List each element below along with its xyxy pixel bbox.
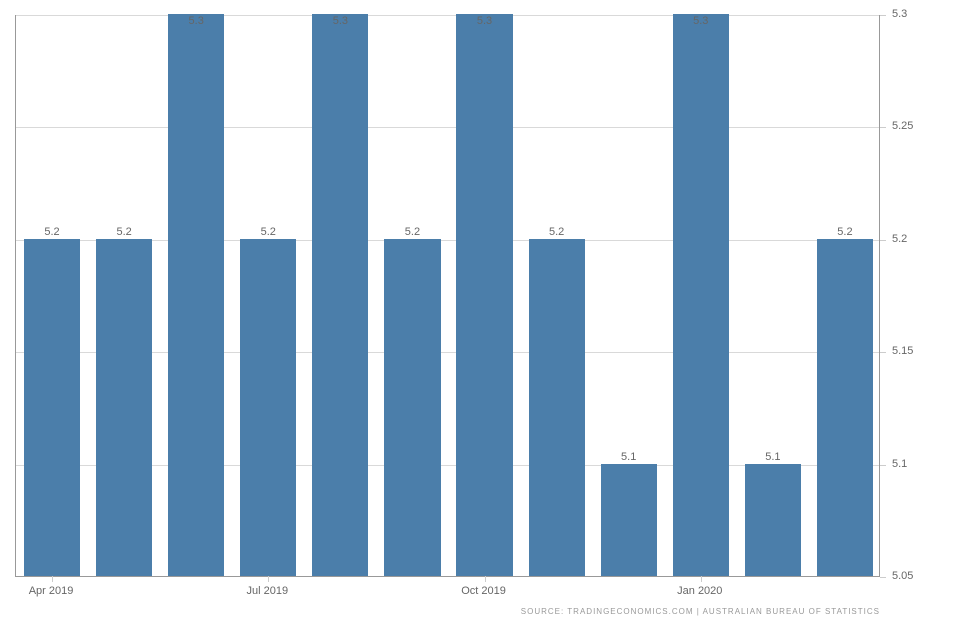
bar-value-label: 5.2 [116,226,131,238]
bar-value-label: 5.3 [693,15,708,27]
y-tick-label: 5.2 [892,233,907,245]
x-tick [701,576,702,582]
bar-value-label: 5.3 [477,15,492,27]
y-tick [880,15,886,16]
bar [384,239,440,576]
x-tick-label: Jul 2019 [246,585,288,597]
bar-value-label: 5.3 [333,15,348,27]
bar [673,14,729,576]
bar [529,239,585,576]
y-tick-label: 5.1 [892,458,907,470]
bar [745,464,801,576]
y-tick-label: 5.05 [892,570,913,582]
bar-value-label: 5.2 [261,226,276,238]
bar [24,239,80,576]
bar [96,239,152,576]
gridline [16,127,879,128]
bar-value-label: 5.2 [837,226,852,238]
y-tick [880,352,886,353]
bar-value-label: 5.2 [405,226,420,238]
y-tick [880,465,886,466]
y-tick-label: 5.15 [892,345,913,357]
x-tick-label: Oct 2019 [461,585,506,597]
x-tick [268,576,269,582]
y-tick [880,240,886,241]
plot-area: 5.2 5.2 5.3 5.2 5.3 5.2 5.3 5.2 5.1 5.3 5.1 5.2 [15,15,880,577]
x-tick-label: Apr 2019 [29,585,74,597]
y-tick-label: 5.25 [892,120,913,132]
y-tick [880,127,886,128]
bar-value-label: 5.2 [44,226,59,238]
x-tick [485,576,486,582]
x-tick [52,576,53,582]
bar-value-label: 5.3 [189,15,204,27]
gridline [16,15,879,16]
chart-container: 5.2 5.2 5.3 5.2 5.3 5.2 5.3 5.2 5.1 5.3 5.1 5.2 SOU… [15,15,939,621]
bar-value-label: 5.2 [549,226,564,238]
bar [817,239,873,576]
x-tick-label: Jan 2020 [677,585,722,597]
bar-value-label: 5.1 [621,451,636,463]
bar-value-label: 5.1 [765,451,780,463]
y-tick [880,577,886,578]
bar [601,464,657,576]
source-attribution: SOURCE: TRADINGECONOMICS.COM | AUSTRALIA… [521,607,880,616]
bar [240,239,296,576]
y-tick-label: 5.3 [892,8,907,20]
bar [168,14,224,576]
bar [312,14,368,576]
bar [456,14,512,576]
